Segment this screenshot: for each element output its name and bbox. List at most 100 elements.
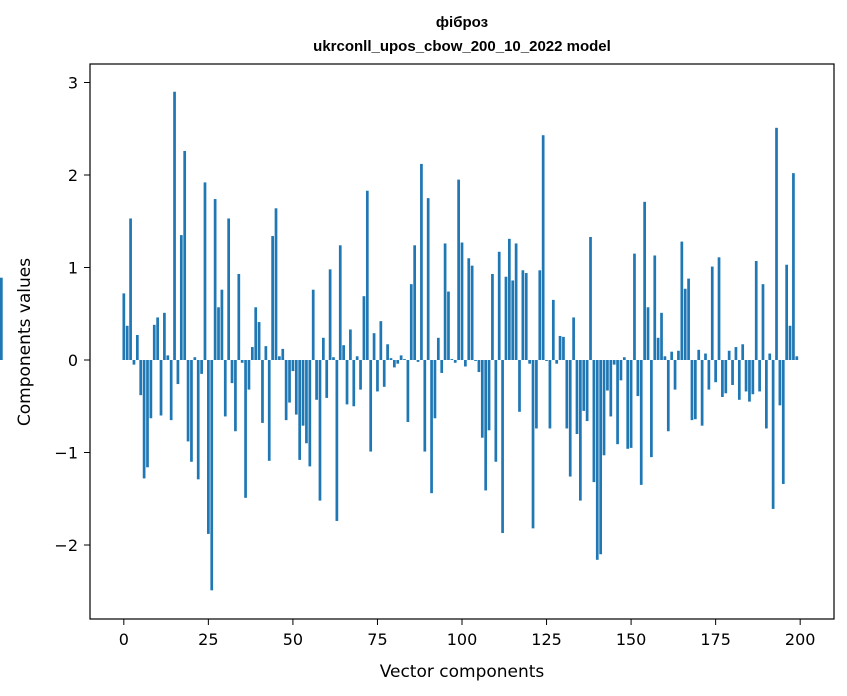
- bar: [247, 360, 251, 390]
- bar: [349, 329, 352, 360]
- bar: [751, 360, 755, 395]
- bar: [440, 360, 444, 373]
- bar: [612, 360, 616, 365]
- bar: [633, 253, 636, 360]
- chart-title: фіброз: [436, 14, 488, 31]
- bar: [328, 269, 332, 360]
- bar: [650, 360, 653, 458]
- bar: [338, 245, 342, 360]
- bar: [142, 360, 146, 479]
- bar: [129, 218, 132, 360]
- bar: [420, 163, 423, 360]
- bar: [393, 360, 396, 368]
- y-axis-ticks: −2 −1 0 1 2 3: [54, 74, 90, 555]
- bar: [423, 360, 427, 452]
- bar: [457, 179, 460, 361]
- bar: [565, 360, 569, 429]
- bar: [376, 360, 379, 392]
- bar: [775, 127, 778, 360]
- bar: [250, 347, 254, 360]
- bar: [122, 293, 126, 360]
- bar: [700, 360, 704, 426]
- bar: [281, 348, 285, 360]
- bar: [737, 360, 741, 400]
- bar: [213, 199, 217, 360]
- bar: [237, 273, 241, 360]
- bar: [244, 360, 247, 498]
- bar: [606, 360, 609, 391]
- bar: [677, 350, 680, 360]
- bar: [430, 360, 433, 494]
- bar: [795, 356, 799, 360]
- bar: [403, 359, 406, 360]
- bar: [399, 355, 403, 361]
- bar: [163, 312, 166, 360]
- bar: [680, 241, 684, 360]
- bar: [541, 135, 545, 360]
- bar: [267, 360, 271, 461]
- bar: [240, 360, 244, 363]
- bar: [453, 360, 457, 363]
- bar: [413, 245, 417, 360]
- bar: [315, 360, 318, 400]
- bar: [369, 360, 373, 452]
- bar: [217, 307, 220, 360]
- bar: [673, 360, 677, 390]
- bar: [382, 360, 386, 387]
- bar: [619, 360, 623, 381]
- bar: [261, 360, 264, 423]
- x-tick-label: 150: [616, 630, 647, 649]
- bar: [497, 251, 501, 360]
- bar: [765, 360, 768, 429]
- bar: [480, 360, 484, 438]
- bar: [788, 325, 792, 360]
- bar: [629, 360, 633, 448]
- bar: [196, 360, 200, 480]
- bar: [125, 325, 129, 360]
- bar: [663, 356, 667, 360]
- bar: [531, 360, 535, 529]
- bar: [176, 360, 180, 385]
- bar: [778, 360, 782, 406]
- bar: [470, 265, 474, 360]
- x-tick-label: 25: [198, 630, 218, 649]
- bar: [724, 360, 728, 394]
- bar: [487, 360, 491, 431]
- chart-subtitle: ukrconll_upos_cbow_200_10_2022 model: [313, 38, 611, 55]
- bar: [227, 218, 231, 360]
- bar: [717, 257, 721, 360]
- bar: [572, 317, 575, 360]
- bar: [518, 360, 521, 412]
- bar: [135, 335, 139, 360]
- bar: [754, 261, 758, 360]
- bar: [335, 360, 339, 521]
- bar: [345, 360, 349, 405]
- x-tick-label: 200: [785, 630, 816, 649]
- bar: [325, 360, 329, 398]
- bar: [149, 360, 153, 419]
- bar: [653, 255, 657, 360]
- bar: [308, 360, 312, 467]
- bar: [585, 360, 589, 422]
- bar: [721, 360, 724, 397]
- bar: [507, 238, 511, 360]
- bar: [450, 359, 454, 360]
- bar: [288, 360, 291, 403]
- plot-frame: [89, 63, 835, 620]
- bar: [514, 243, 518, 360]
- bar: [792, 173, 795, 360]
- bar: [636, 360, 640, 397]
- bar: [562, 336, 565, 361]
- bar: [609, 360, 613, 417]
- bar: [761, 284, 765, 360]
- bar: [362, 296, 366, 360]
- bar: [447, 291, 450, 360]
- bar: [690, 360, 694, 421]
- bar: [582, 360, 586, 411]
- bar: [548, 360, 552, 429]
- bar: [704, 353, 707, 360]
- bar: [372, 333, 376, 360]
- bar: [305, 360, 308, 444]
- bar: [579, 360, 582, 501]
